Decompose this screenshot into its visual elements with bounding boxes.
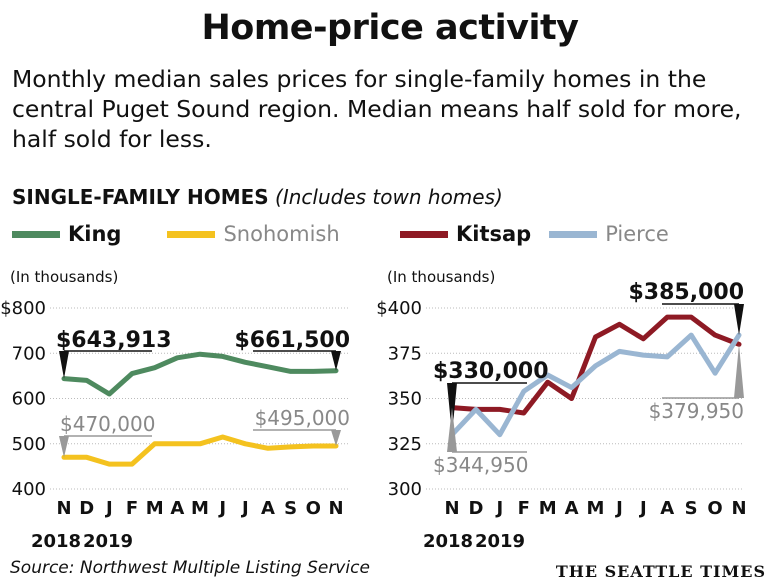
legend-label-snohomish: Snohomish xyxy=(223,222,340,246)
year-label: 2018 xyxy=(423,531,473,552)
source-note: Source: Northwest Multiple Listing Servi… xyxy=(10,558,370,578)
year-label: 2018 xyxy=(31,531,81,552)
legend-left: King Snohomish xyxy=(12,221,358,247)
x-tick-label: N xyxy=(56,498,71,519)
x-tick-label: J xyxy=(240,498,249,519)
legend-label-king: King xyxy=(68,222,122,246)
y-tick-label: 350 xyxy=(388,389,422,410)
y-tick-label: $400 xyxy=(376,298,422,319)
y-tick-label: $800 xyxy=(0,298,46,319)
series-line-king xyxy=(61,351,339,397)
legend-item-king: King xyxy=(12,222,121,246)
annotation-label: $470,000 xyxy=(60,412,155,436)
x-tick-label: J xyxy=(638,498,647,519)
section-heading: SINGLE-FAMILY HOMES (Includes town homes… xyxy=(12,185,503,209)
legend-swatch-king xyxy=(12,230,60,238)
publisher-credit: THE SEATTLE TIMES xyxy=(555,562,766,581)
x-tick-label: F xyxy=(126,498,138,519)
unit-label: (In thousands) xyxy=(387,268,495,286)
x-tick-label: A xyxy=(261,498,275,519)
annotation-pointer xyxy=(734,304,744,336)
x-tick-label: S xyxy=(284,498,297,519)
legend-item-pierce: Pierce xyxy=(549,222,669,246)
annotation-pointer xyxy=(734,344,744,398)
y-tick-label: 325 xyxy=(388,434,422,455)
legend-item-snohomish: Snohomish xyxy=(167,222,340,246)
annotation-label: $643,913 xyxy=(56,328,172,353)
annotation-pointer xyxy=(447,407,457,452)
section-heading-italic: (Includes town homes) xyxy=(275,185,503,209)
y-tick-label: 375 xyxy=(388,343,422,364)
annotation-pointer xyxy=(331,351,341,371)
annotation-pointer xyxy=(59,351,69,379)
x-tick-label: N xyxy=(444,498,459,519)
x-tick-label: M xyxy=(539,498,557,519)
annotation-label: $379,950 xyxy=(649,399,744,423)
x-tick-label: J xyxy=(217,498,226,519)
legend-right: Kitsap Pierce xyxy=(400,221,687,247)
annotation-label: $330,000 xyxy=(433,359,549,384)
annotation-label: $661,500 xyxy=(234,328,350,353)
series-line-snohomish xyxy=(61,434,339,467)
chart-title: Home-price activity xyxy=(201,8,579,48)
x-tick-label: O xyxy=(707,498,722,519)
legend-swatch-snohomish xyxy=(167,230,216,238)
x-tick-label: O xyxy=(306,498,321,519)
x-tick-label: F xyxy=(518,498,530,519)
series-line-kitsap xyxy=(449,314,742,416)
annotation-label: $495,000 xyxy=(255,406,350,430)
unit-label: (In thousands) xyxy=(10,268,118,286)
legend-swatch-kitsap xyxy=(400,230,448,238)
legend-swatch-pierce xyxy=(549,230,598,238)
x-tick-label: A xyxy=(660,498,674,519)
y-tick-label: 600 xyxy=(12,389,46,410)
x-tick-label: D xyxy=(79,498,94,519)
section-heading-bold: SINGLE-FAMILY HOMES xyxy=(12,185,269,209)
annotation-label: $385,000 xyxy=(628,280,744,305)
x-tick-label: A xyxy=(170,498,184,519)
x-tick-label: S xyxy=(685,498,698,519)
y-tick-label: 500 xyxy=(12,434,46,455)
series-line-pierce xyxy=(449,332,742,438)
y-tick-label: 300 xyxy=(388,479,422,500)
x-tick-label: D xyxy=(468,498,483,519)
x-tick-label: J xyxy=(614,498,623,519)
x-tick-label: N xyxy=(731,498,746,519)
x-tick-label: M xyxy=(191,498,209,519)
year-label: 2019 xyxy=(475,531,525,552)
annotation-pointer xyxy=(331,430,341,447)
annotation-label: $344,950 xyxy=(433,453,528,477)
y-tick-label: 700 xyxy=(12,343,46,364)
x-tick-label: J xyxy=(494,498,503,519)
year-label: 2019 xyxy=(83,531,133,552)
x-tick-label: M xyxy=(587,498,605,519)
legend-label-kitsap: Kitsap xyxy=(456,222,532,246)
legend-label-pierce: Pierce xyxy=(605,222,669,246)
x-tick-label: N xyxy=(328,498,343,519)
annotation-pointer xyxy=(59,436,69,458)
x-tick-label: A xyxy=(565,498,579,519)
legend-item-kitsap: Kitsap xyxy=(400,222,531,246)
x-tick-label: J xyxy=(104,498,113,519)
chart-subtitle: Monthly median sales prices for single-f… xyxy=(12,65,742,153)
y-tick-label: 400 xyxy=(12,479,46,500)
x-tick-label: M xyxy=(146,498,164,519)
